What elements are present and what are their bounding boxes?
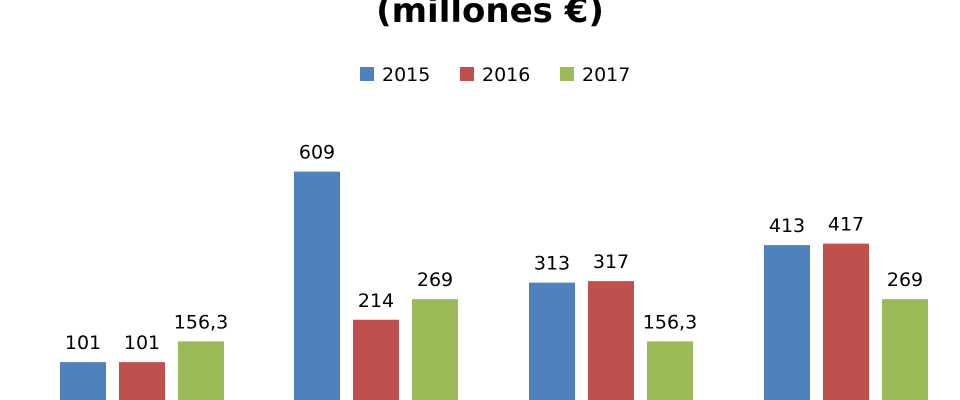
bars <box>60 171 928 400</box>
data-labels: 101 101 156,3 609 214 269 313 317 156,3 413 417 269 <box>65 142 923 355</box>
data-label-group3-2015: 313 <box>534 253 570 275</box>
bar-group4-2015 <box>764 245 810 400</box>
data-label-group2-2015: 609 <box>299 142 335 164</box>
legend-label-2015: 2015 <box>382 64 430 86</box>
bar-group1-2015 <box>60 362 106 400</box>
data-label-group4-2016: 417 <box>828 214 864 236</box>
data-label-group3-2016: 317 <box>593 251 629 273</box>
legend-label-2017: 2017 <box>582 64 630 86</box>
data-label-group1-2016: 101 <box>124 332 160 354</box>
legend-label-2016: 2016 <box>482 64 530 86</box>
bar-group3-2017 <box>647 341 693 400</box>
bar-group4-2017 <box>882 299 928 400</box>
bar-group2-2017 <box>412 299 458 400</box>
bar-group2-2015 <box>294 171 340 400</box>
legend-swatch-2015 <box>360 67 374 81</box>
legend-swatch-2017 <box>560 67 574 81</box>
data-label-group4-2015: 413 <box>769 215 805 237</box>
bar-group1-2016 <box>119 362 165 400</box>
data-label-group3-2017: 156,3 <box>643 311 697 333</box>
bar-group3-2015 <box>529 282 575 400</box>
legend-swatch-2016 <box>460 67 474 81</box>
data-label-group1-2017: 156,3 <box>174 311 228 333</box>
data-label-group2-2016: 214 <box>358 290 394 312</box>
bar-group2-2016 <box>353 319 399 400</box>
legend: 2015 2016 2017 <box>360 64 630 86</box>
data-label-group4-2017: 269 <box>887 269 923 291</box>
data-label-group2-2017: 269 <box>417 269 453 291</box>
bar-group1-2017 <box>178 341 224 400</box>
data-label-group1-2015: 101 <box>65 332 101 354</box>
chart-title: (millones €) <box>376 0 604 31</box>
bar-group3-2016 <box>588 281 634 400</box>
bar-group4-2016 <box>823 243 869 400</box>
